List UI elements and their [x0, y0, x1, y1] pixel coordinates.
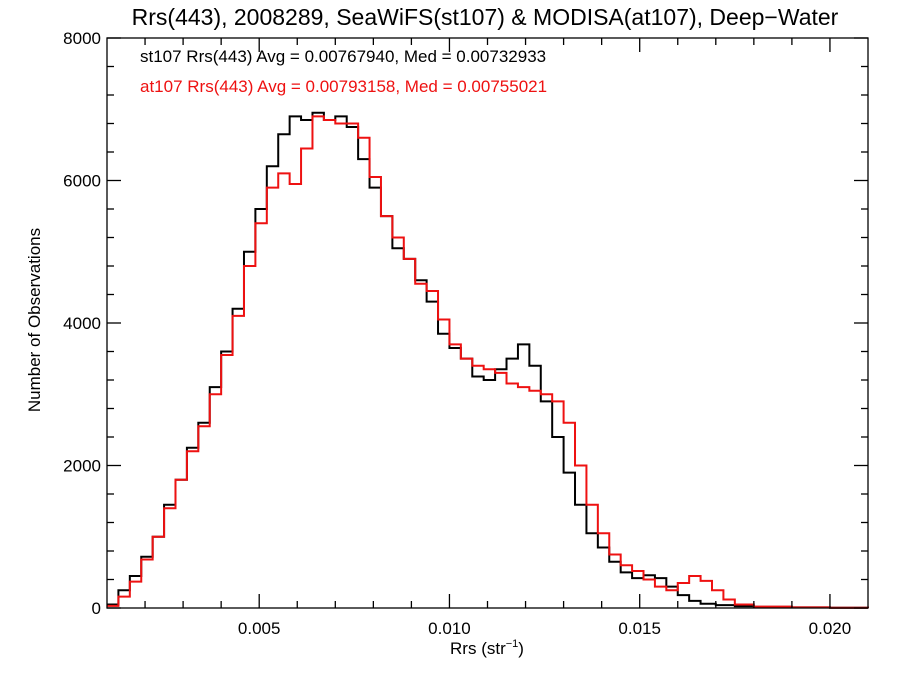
y-tick-label: 4000 — [63, 314, 101, 333]
chart-title: Rrs(443), 2008289, SeaWiFS(st107) & MODI… — [132, 4, 839, 30]
y-axis-label: Number of Observations — [25, 228, 44, 412]
annotation-at107-stats: at107 Rrs(443) Avg = 0.00793158, Med = 0… — [140, 77, 547, 96]
y-tick-label: 8000 — [63, 29, 101, 48]
y-tick-label: 0 — [92, 599, 101, 618]
annotation-st107-stats: st107 Rrs(443) Avg = 0.00767940, Med = 0… — [140, 47, 546, 66]
x-tick-label: 0.010 — [428, 619, 471, 638]
ticks-layer: 0.005 0.010 0.015 0.020 0 2000 4000 6000 8000 — [63, 29, 868, 638]
series-at107-histogram — [107, 115, 869, 609]
x-tick-label: 0.015 — [618, 619, 661, 638]
x-axis-label-main: Rrs (str — [450, 639, 506, 658]
x-tick-label: 0.020 — [809, 619, 852, 638]
x-tick-label: 0.005 — [238, 619, 281, 638]
y-tick-label: 2000 — [63, 457, 101, 476]
y-tick-label: 6000 — [63, 172, 101, 191]
x-axis-label-end: ) — [518, 639, 524, 658]
plot-frame — [106, 37, 869, 609]
series-layer — [107, 111, 869, 609]
x-axis-label-superscript: −1 — [506, 638, 519, 650]
x-axis-label: Rrs (str−1) — [450, 638, 524, 658]
